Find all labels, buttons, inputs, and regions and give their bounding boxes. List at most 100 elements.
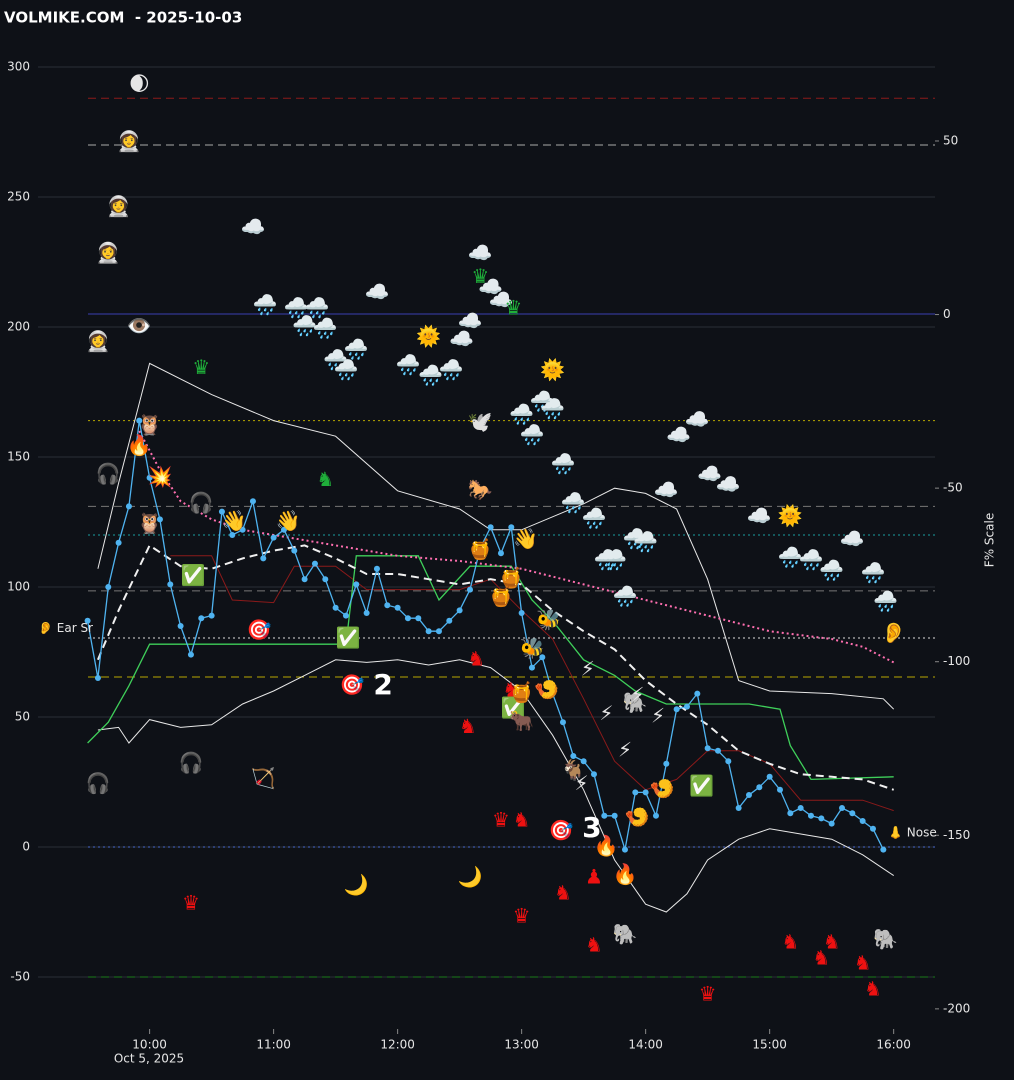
point bbox=[497, 550, 504, 557]
point bbox=[838, 805, 845, 811]
point bbox=[807, 812, 814, 819]
annotation: 🌧️ bbox=[334, 358, 359, 382]
point bbox=[849, 810, 856, 817]
point bbox=[177, 623, 184, 629]
annotation: 🐘 bbox=[623, 691, 648, 715]
annotation: ☁️ bbox=[716, 472, 741, 496]
side-label: 👂 Ear Sr bbox=[38, 621, 93, 635]
annotation: ☁️ bbox=[685, 407, 710, 431]
annotation: 🌧️ bbox=[509, 402, 534, 426]
annotation: ♞ bbox=[459, 714, 477, 738]
annotation: ☁️ bbox=[478, 275, 503, 299]
point bbox=[869, 825, 876, 832]
annotation: 🌒 bbox=[129, 72, 150, 96]
annotation: ♞ bbox=[513, 808, 531, 832]
series-line bbox=[138, 430, 895, 664]
chart-title: VOLMIKE.COM - 2025-10-03 bbox=[4, 9, 242, 27]
series-line bbox=[97, 362, 895, 710]
y-tick-label: 150 bbox=[7, 450, 30, 464]
annotation: ☁️ bbox=[747, 503, 772, 527]
annotation: ♞ bbox=[823, 930, 841, 954]
annotation: ☁️ bbox=[365, 280, 390, 304]
annotation: 🌧️ bbox=[613, 584, 638, 608]
annotation: 🌧️ bbox=[799, 548, 824, 572]
annotation: 🦉 bbox=[137, 412, 162, 436]
annotation: 🌧️ bbox=[418, 363, 443, 387]
annotation: ☁️ bbox=[489, 288, 514, 312]
y-tick-label: -50 bbox=[10, 970, 30, 984]
point bbox=[570, 753, 577, 759]
annotation: 🌞 bbox=[416, 324, 441, 348]
annotation: 🐝 bbox=[520, 636, 545, 660]
x-tick-label: 13:00 bbox=[504, 1038, 539, 1052]
annotation: ♞ bbox=[316, 467, 334, 491]
annotation: 🎧 bbox=[178, 750, 203, 774]
point bbox=[239, 526, 246, 533]
point bbox=[167, 581, 174, 588]
point bbox=[818, 815, 825, 822]
annotation: 🌧️ bbox=[344, 337, 369, 361]
annotation: 🔥 bbox=[613, 862, 638, 886]
annotation: 🍤 bbox=[625, 805, 650, 829]
point bbox=[373, 565, 380, 572]
annotation: ♞ bbox=[554, 880, 572, 904]
annotation: 👋 bbox=[276, 509, 301, 533]
point bbox=[280, 526, 287, 533]
annotation: ♞ bbox=[781, 930, 799, 954]
point bbox=[404, 615, 411, 622]
annotation: 🎯 bbox=[548, 818, 573, 842]
y-tick-label: 300 bbox=[7, 60, 30, 74]
point bbox=[115, 539, 122, 546]
annotation: ✅ bbox=[336, 626, 361, 650]
point bbox=[291, 547, 298, 554]
annotation: 🍤 bbox=[534, 678, 559, 702]
point bbox=[611, 812, 618, 819]
point bbox=[125, 503, 132, 510]
point bbox=[229, 532, 236, 538]
point bbox=[384, 602, 391, 609]
point bbox=[94, 675, 101, 681]
point bbox=[156, 516, 163, 523]
annotation: ♞ bbox=[812, 945, 830, 969]
annotation: 🍯 bbox=[489, 584, 514, 608]
annotation: 🔥 bbox=[127, 433, 152, 457]
annotation: 🌧️ bbox=[594, 548, 619, 572]
series-line bbox=[87, 555, 894, 781]
point bbox=[187, 651, 194, 658]
point bbox=[745, 792, 752, 798]
point bbox=[859, 818, 866, 824]
x-tick-label: 14:00 bbox=[628, 1038, 663, 1052]
y2-tick-label: -200 bbox=[943, 1001, 970, 1015]
annotation: 🌞 bbox=[540, 358, 565, 382]
annotation: ☁️ bbox=[666, 423, 691, 447]
y2-tick-label: 50 bbox=[943, 133, 958, 147]
point bbox=[249, 498, 256, 505]
y-tick-label: 50 bbox=[15, 710, 30, 724]
annotation: 👂 bbox=[881, 620, 906, 644]
point bbox=[260, 555, 267, 562]
point bbox=[880, 846, 887, 853]
point bbox=[518, 610, 525, 616]
point bbox=[270, 534, 277, 541]
point bbox=[828, 820, 835, 827]
annotation: ✅ bbox=[181, 563, 206, 587]
annotation: 🎧 bbox=[85, 771, 110, 795]
annotation: 👋 bbox=[222, 509, 247, 533]
point bbox=[673, 706, 680, 713]
y-tick-label: 0 bbox=[22, 840, 30, 854]
annotation: 🎯 bbox=[247, 618, 272, 642]
point bbox=[590, 771, 597, 778]
annotation: 👩‍🚀 bbox=[85, 329, 110, 353]
annotation: ⚡ bbox=[599, 701, 613, 725]
point bbox=[435, 628, 442, 635]
annotation: 🌧️ bbox=[284, 295, 309, 319]
annotation: 🌙 bbox=[458, 865, 483, 889]
annotation: ♟ bbox=[585, 865, 603, 889]
y-tick-label: 250 bbox=[7, 190, 30, 204]
point bbox=[353, 581, 360, 588]
annotation: ♞ bbox=[854, 951, 872, 975]
point bbox=[342, 612, 349, 619]
point bbox=[549, 690, 556, 697]
